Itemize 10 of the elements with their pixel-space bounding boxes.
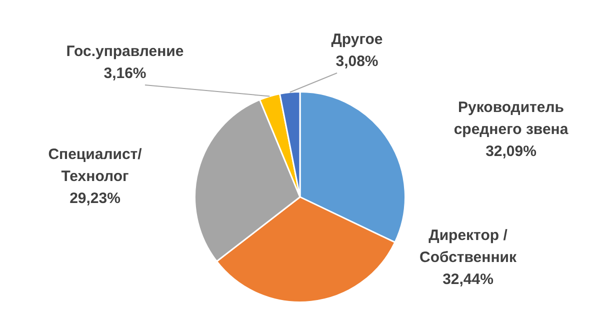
data-label: 3,08% [336, 53, 378, 70]
data-label: 32,44% [442, 271, 494, 288]
data-label: 32,09% [486, 143, 536, 160]
slice-label: Специалист/ Технолог [48, 146, 143, 186]
slice-label: Руководитель среднего звена [454, 99, 569, 138]
slice-label: Директор / Собственник [420, 227, 517, 266]
slice-label: Другое [331, 31, 383, 48]
data-label: 29,23% [70, 190, 120, 208]
slice-label: Гос.управление [66, 43, 184, 60]
data-label: 3,16% [104, 65, 146, 82]
